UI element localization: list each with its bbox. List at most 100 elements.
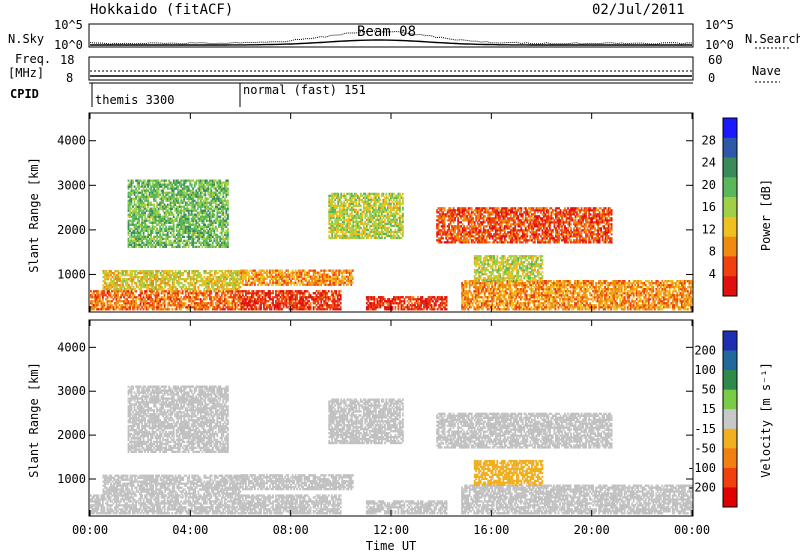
power-cell [115,290,118,293]
power-cell [586,280,588,283]
power-cell [275,279,277,282]
power-cell [171,282,174,285]
power-cell [291,296,294,299]
power-cell [196,294,199,297]
power-cell [662,292,665,295]
power-cell [258,300,261,303]
power-cell [436,296,439,299]
power-cell [470,306,473,309]
power-cell [199,302,202,305]
power-cell [110,284,112,287]
power-cell [557,296,560,299]
power-cell [222,290,225,293]
power-cell [676,280,679,283]
power-cell [303,304,306,307]
power-cell [171,272,174,275]
power-cell [473,290,476,293]
power-cell [415,298,418,301]
power-cell [523,277,526,280]
power-cell [616,288,618,291]
power-cell [614,306,617,309]
power-cell [317,300,320,303]
power-cell [231,306,234,309]
power-cell [473,286,476,289]
power-cell [195,302,198,305]
power-cell [462,302,465,305]
power-cell [650,292,653,295]
power-cell [243,273,246,276]
power-cell [206,272,209,275]
power-cell [441,308,443,311]
power-cell [239,276,242,279]
power-cell [620,290,623,293]
power-cell [523,271,526,274]
power-cell [556,292,558,295]
power-cell [640,304,643,307]
power-cell [521,263,524,266]
power-cell [211,296,214,299]
power-cell [333,290,336,293]
power-cell [539,286,542,289]
power-cell [193,308,196,311]
power-cell [485,304,488,307]
power-cell [586,294,588,297]
power-cell [120,272,123,275]
power-cell [231,298,234,301]
power-cell [568,306,570,309]
power-cell [200,284,203,287]
power-cell [637,290,640,293]
power-cell [467,308,470,311]
power-cell [658,282,661,285]
power-cell [690,290,692,293]
power-cell [518,288,521,291]
power-cell [542,286,545,289]
power-cell [186,272,189,275]
power-cell [90,308,92,311]
power-cell [421,302,424,305]
power-cell [281,271,283,274]
power-cell [522,288,525,291]
power-cell [330,300,333,303]
power-cell [242,300,244,303]
power-cell [202,290,205,293]
power-cell [288,273,291,276]
power-cell [258,306,261,309]
power-cell [382,296,385,299]
power-cell [213,298,216,301]
power-cell [492,292,495,295]
power-cell [225,290,228,293]
power-cell [165,282,168,285]
power-cell [562,302,564,305]
power-cell [504,308,507,311]
power-cell [658,290,661,293]
power-cell [424,298,427,301]
power-cell [537,257,539,260]
power-cell [662,300,665,303]
power-cell [144,272,147,275]
power-cell [123,286,126,289]
power-cell [674,298,677,301]
power-cell [507,308,510,311]
power-cell [129,292,131,295]
power-cell [387,298,389,301]
power-cell [272,302,274,305]
power-cell [224,288,227,291]
power-cell [300,308,303,311]
power-cell [323,273,326,276]
power-cell [204,270,207,273]
power-cell [662,298,665,301]
power-cell [385,308,388,311]
power-cell [163,292,166,295]
power-cell [641,304,644,307]
power-cell [479,292,482,295]
power-cell [235,282,237,285]
power-cell [132,270,135,273]
power-cell [296,296,298,299]
power-cell [165,284,168,287]
power-cell [200,276,203,279]
power-cell [668,304,671,307]
date-title: 02/Jul/2011 [592,2,685,18]
power-cell [446,231,449,234]
power-cell [510,302,513,305]
power-cell [152,280,154,283]
